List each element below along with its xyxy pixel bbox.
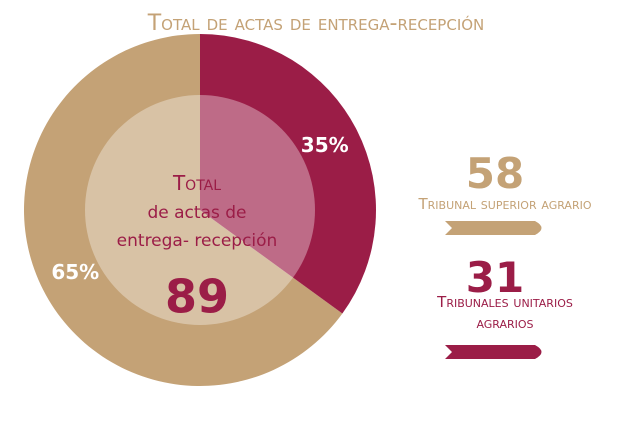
legend-label: Tribunales unitarios agrarios	[437, 293, 573, 332]
center-label: de actas de	[147, 203, 246, 223]
legend-count: 31	[465, 253, 525, 302]
legend-count: 58	[465, 149, 525, 198]
legend-bar	[445, 345, 542, 359]
center-label: Total	[172, 171, 221, 195]
slice-label: 35%	[301, 133, 349, 157]
center-total: 89	[165, 270, 229, 324]
slice-label: 65%	[51, 260, 99, 284]
center-disc	[85, 95, 315, 325]
pie-slice	[24, 34, 343, 387]
legend-bar	[445, 221, 542, 235]
center-label: entrega- recepción	[117, 231, 278, 251]
legend-label: Tribunal superior agrario	[418, 195, 592, 213]
pie-slice	[200, 34, 376, 314]
chart-title: Total de actas de entrega-recepción	[147, 11, 485, 36]
